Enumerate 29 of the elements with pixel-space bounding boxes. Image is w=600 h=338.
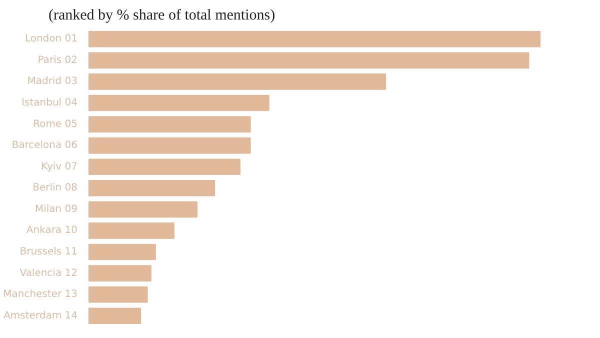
bar [88,180,216,196]
y-tick-label: Milan 09 [34,204,78,215]
bar [88,30,540,48]
y-tick-label: Amsterdam 14 [4,310,78,322]
y-tick-label: Rome 05 [33,118,78,130]
bar [88,286,148,303]
bar [88,201,198,218]
y-tick-label: Manchester 13 [3,289,78,300]
bar [88,222,174,239]
bar [88,116,251,132]
bar [88,52,530,69]
y-tick-label: Paris 02 [38,54,78,66]
y-tick-label: Berlin 08 [32,182,78,194]
y-tick-label: Valencia 12 [20,268,78,279]
bar [88,244,156,260]
chart-subtitle: (ranked by % share of total mentions) [48,8,276,24]
bar [88,265,152,282]
y-tick-label: London 01 [24,34,78,45]
y-tick-label: Madrid 03 [27,76,78,88]
bar [88,308,141,324]
y-tick-label: Ankara 10 [26,225,78,236]
y-tick-label: Barcelona 06 [12,140,78,152]
bar [88,94,270,112]
bar [88,74,386,90]
y-tick-label: Kyiv 07 [41,161,78,172]
bar [88,137,251,154]
y-tick-label: Istanbul 04 [22,98,78,108]
y-tick-label: Brussels 11 [20,246,78,258]
bar [88,158,240,176]
